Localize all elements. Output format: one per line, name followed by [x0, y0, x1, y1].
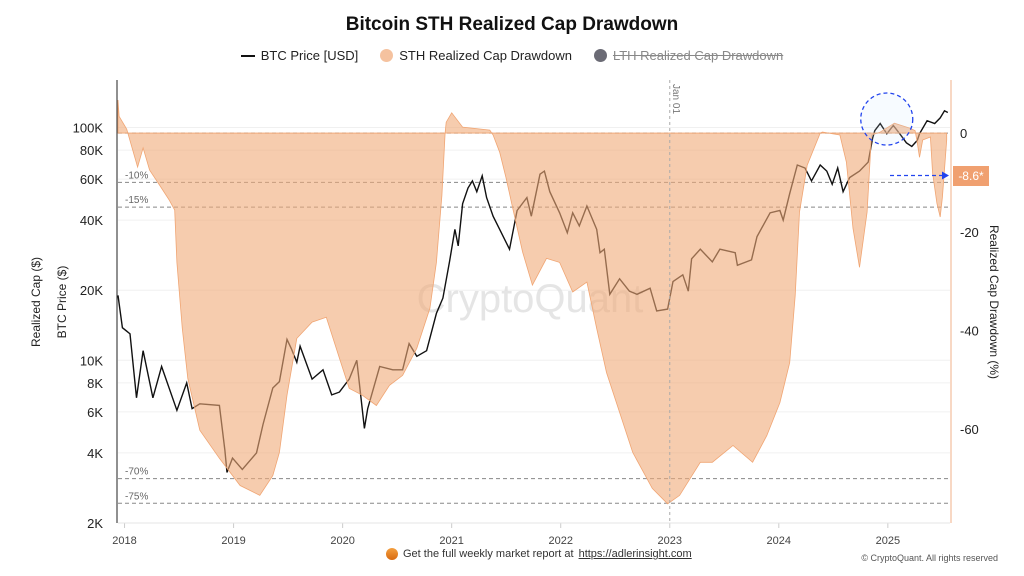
copyright: © CryptoQuant. All rights reserved: [861, 553, 998, 563]
report-icon: [386, 548, 398, 560]
right-tick-label: -60: [960, 422, 979, 437]
dot-swatch-icon: [593, 49, 607, 62]
right-tick-label: -40: [960, 324, 979, 339]
left-axis-label-realized-cap: Realized Cap ($): [29, 257, 43, 347]
left-axis-label-btc-price: BTC Price ($): [55, 266, 69, 339]
legend-item-lth-drawdown[interactable]: LTH Realized Cap Drawdown: [593, 48, 783, 63]
left-tick-label: 100K: [73, 121, 104, 136]
left-tick-label: 20K: [80, 283, 103, 298]
x-tick-label: 2020: [330, 535, 354, 547]
legend: BTC Price [USD] STH Realized Cap Drawdow…: [0, 48, 1024, 63]
left-tick-label: 40K: [80, 213, 103, 228]
chart-title: Bitcoin STH Realized Cap Drawdown: [345, 14, 679, 35]
left-tick-label: 2K: [87, 516, 103, 531]
left-tick-label: 80K: [80, 143, 103, 158]
footer: Get the full weekly market report at htt…: [386, 548, 692, 560]
sth-drawdown-area: [117, 99, 948, 505]
highlight-circle: [860, 92, 914, 146]
legend-item-sth-drawdown[interactable]: STH Realized Cap Drawdown: [380, 48, 572, 63]
arrow-head-icon: [942, 171, 949, 180]
x-tick-label: 2023: [658, 535, 682, 547]
reference-line-label: -70%: [125, 467, 148, 478]
x-tick-label: 2025: [876, 535, 900, 547]
left-tick-label: 4K: [87, 446, 103, 461]
right-tick-label: 0: [960, 126, 967, 141]
left-tick-label: 8K: [87, 376, 103, 391]
reference-line-label: -75%: [125, 491, 148, 502]
left-tick-label: 6K: [87, 405, 103, 420]
x-tick-label: 2022: [548, 535, 572, 547]
reference-line-label: -10%: [125, 170, 148, 181]
left-tick-label: 10K: [80, 353, 103, 368]
left-tick-label: 60K: [80, 172, 103, 187]
jan-01-marker-label: Jan 01: [670, 84, 681, 114]
x-tick-label: 2021: [439, 535, 463, 547]
right-axis-label: Realized Cap Drawdown (%): [987, 225, 1001, 379]
x-tick-label: 2024: [767, 535, 791, 547]
x-tick-label: 2018: [112, 535, 136, 547]
x-tick-label: 2019: [221, 535, 245, 547]
dot-swatch-icon: [380, 49, 394, 62]
legend-item-btc-price[interactable]: BTC Price [USD]: [240, 48, 358, 63]
report-link[interactable]: https://adlerinsight.com: [578, 548, 692, 560]
line-swatch-icon: [240, 54, 255, 57]
reference-line-label: -15%: [125, 195, 148, 206]
right-tick-label: -20: [960, 225, 979, 240]
current-value-badge: -8.6*: [953, 165, 989, 186]
